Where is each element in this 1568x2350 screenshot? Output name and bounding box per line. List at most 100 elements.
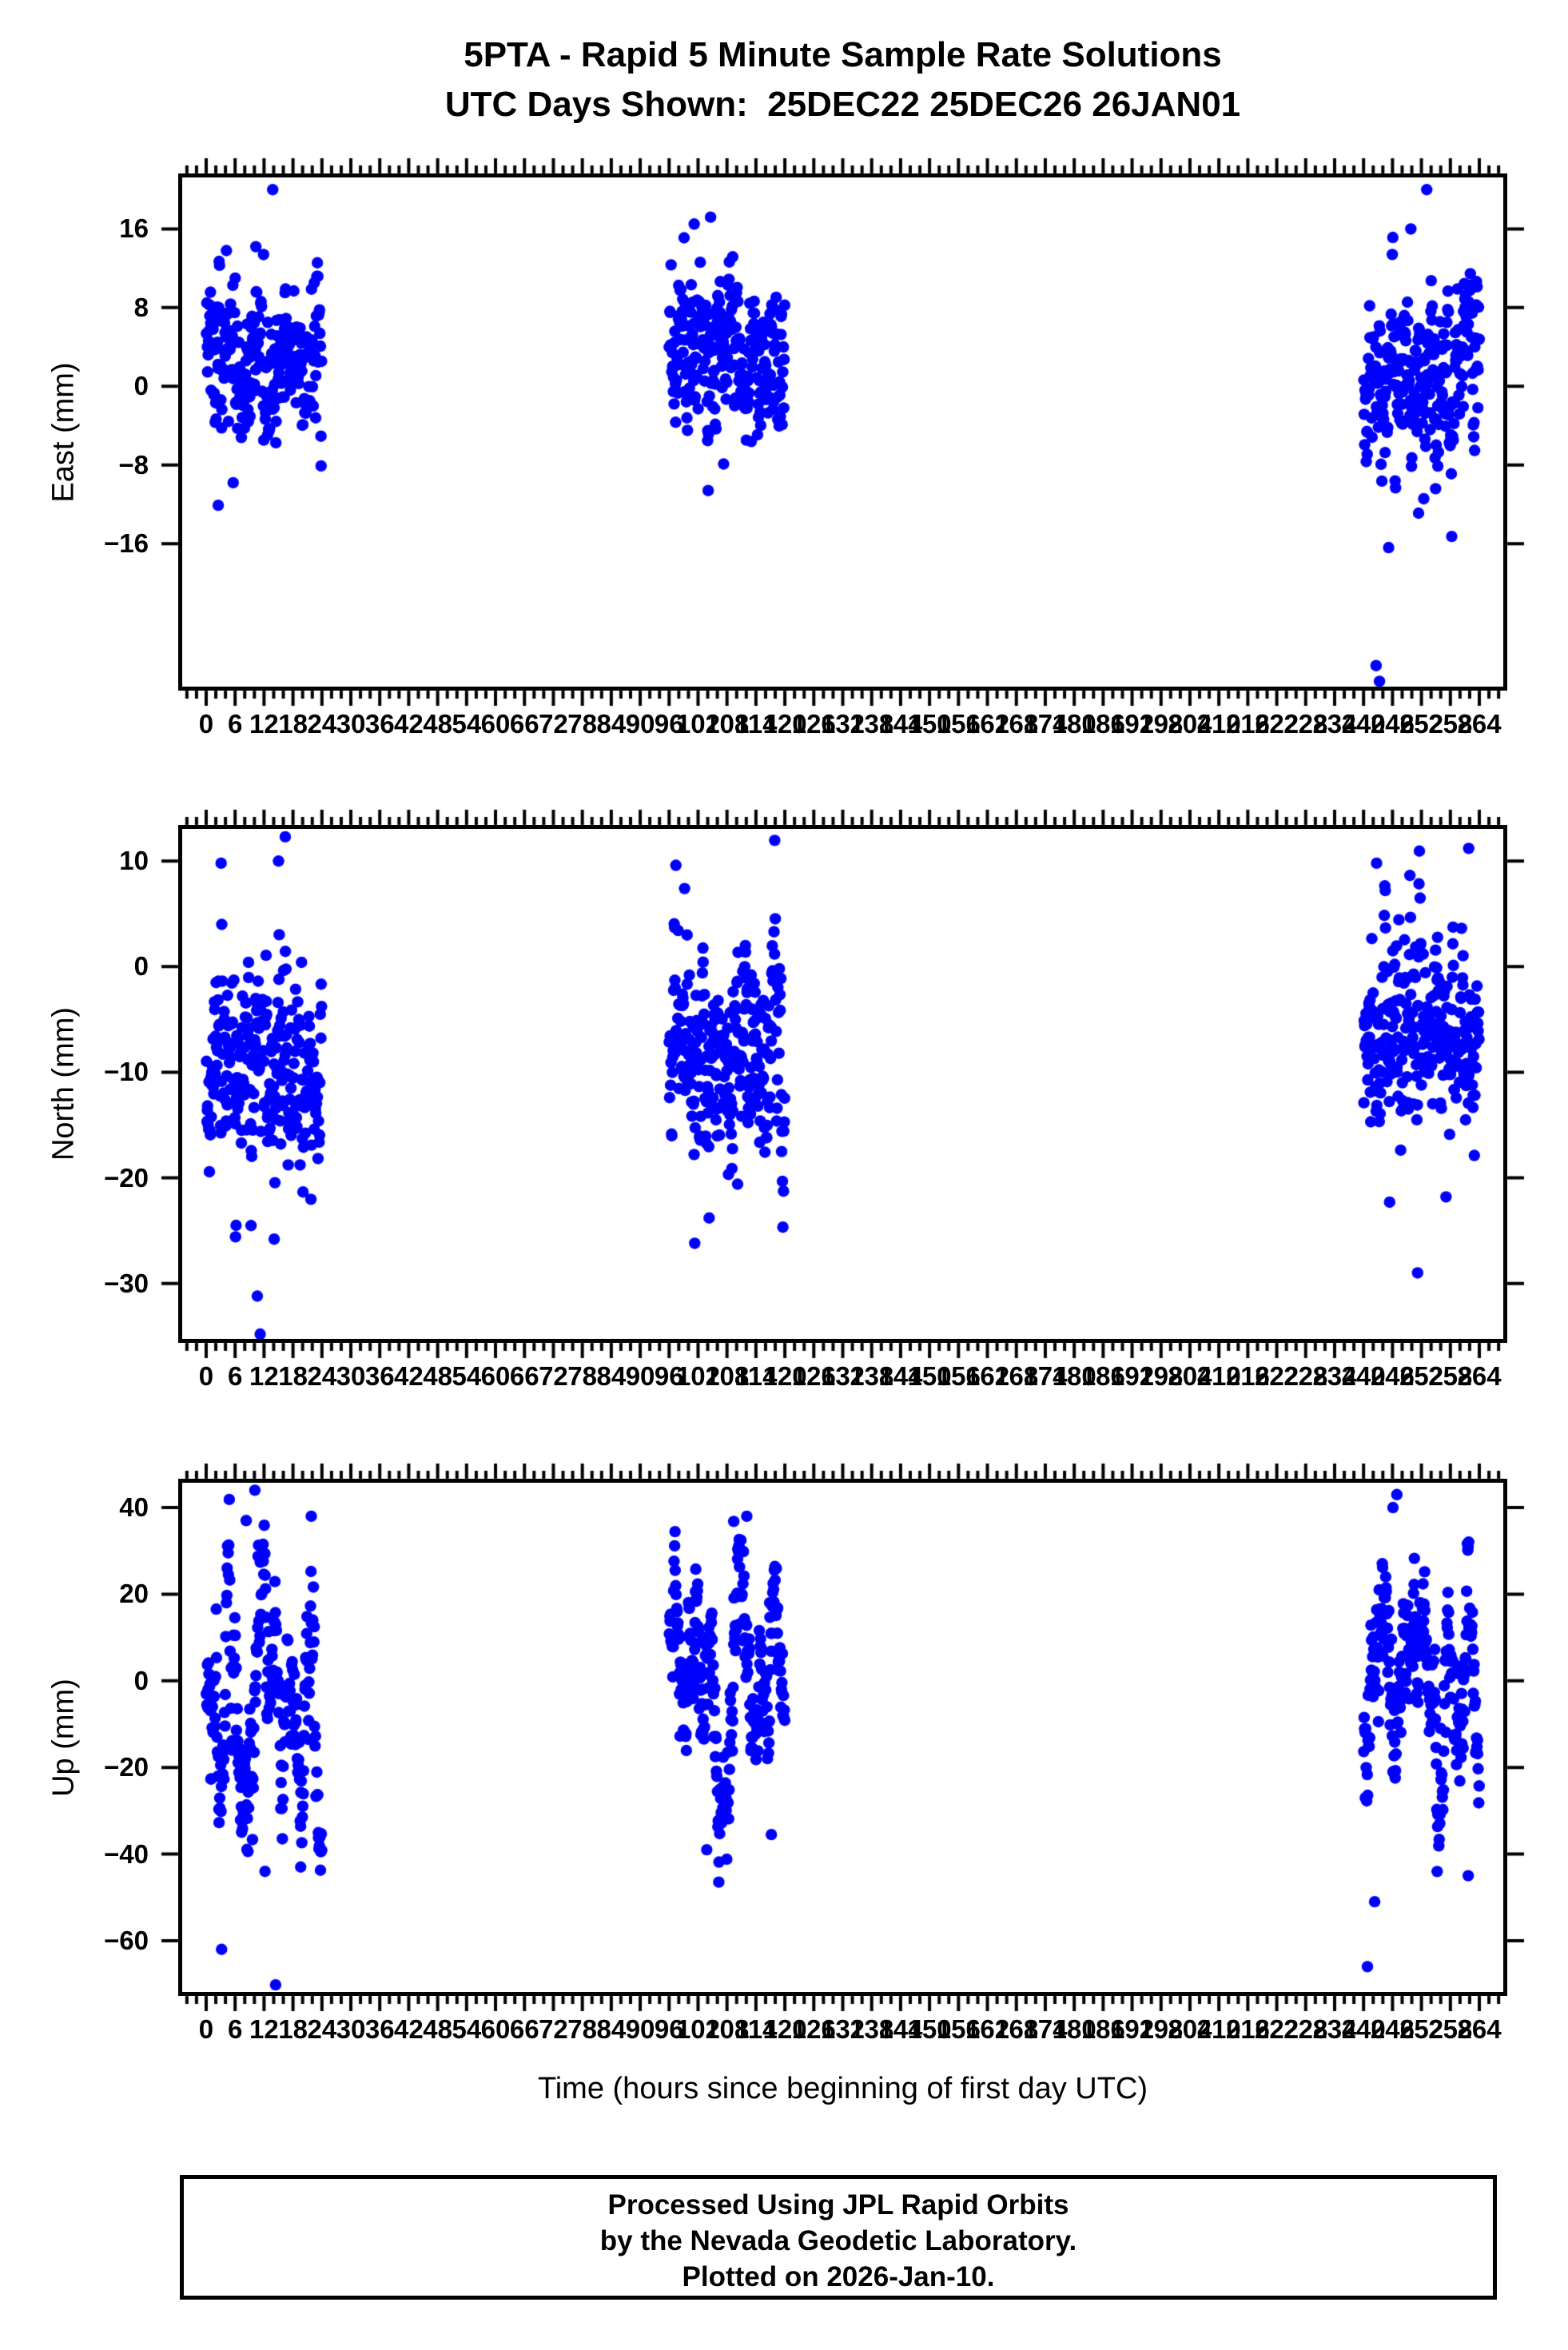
x-tick-label: 222 [1255, 1361, 1299, 1391]
x-tick-label: 180 [1052, 2014, 1096, 2044]
x-tick-label: 210 [1196, 2014, 1241, 2044]
x-tick-label: 192 [1110, 709, 1155, 739]
x-tick-label: 264 [1457, 1361, 1502, 1391]
x-tick-label: 18 [278, 1361, 308, 1391]
x-tick-label: 210 [1196, 1361, 1241, 1391]
x-tick-label: 264 [1457, 709, 1502, 739]
x-tick-label: 240 [1341, 1361, 1386, 1391]
x-tick-label: 186 [1080, 709, 1125, 739]
x-tick-label: 90 [625, 709, 655, 739]
x-tick-label: 18 [278, 709, 308, 739]
up-panel-frame [178, 1479, 1507, 1996]
x-tick-label: 252 [1399, 2014, 1444, 2044]
x-tick-label: 216 [1225, 2014, 1270, 2044]
y-tick-label: 20 [119, 1579, 149, 1609]
x-tick-label: 186 [1080, 2014, 1125, 2044]
x-tick-label: 222 [1255, 2014, 1299, 2044]
x-tick-label: 48 [423, 709, 452, 739]
x-tick-label: 222 [1255, 709, 1299, 739]
x-tick-label: 234 [1312, 2014, 1357, 2044]
x-tick-label: 84 [596, 2014, 627, 2044]
y-tick-label: 0 [133, 951, 149, 982]
x-tick-label: 156 [936, 2014, 981, 2044]
x-tick-label: 6 [227, 2014, 243, 2044]
east-panel-frame [178, 173, 1507, 691]
x-tick-label: 168 [994, 709, 1039, 739]
x-tick-label: 84 [596, 709, 627, 739]
x-tick-label: 90 [625, 2014, 655, 2044]
x-tick-label: 0 [198, 1361, 214, 1391]
y-tick-label: −40 [104, 1838, 149, 1869]
x-tick-label: 72 [539, 709, 568, 739]
x-tick-label: 228 [1283, 2014, 1328, 2044]
y-tick-label: 0 [133, 371, 149, 401]
x-tick-label: 180 [1052, 1361, 1096, 1391]
x-tick-label: 234 [1312, 1361, 1357, 1391]
x-tick-label: 24 [307, 709, 337, 739]
x-tick-label: 108 [705, 1361, 750, 1391]
x-axis-label: Time (hours since beginning of first day… [537, 2072, 1148, 2105]
x-tick-label: 246 [1370, 709, 1415, 739]
x-tick-label: 84 [596, 1361, 627, 1391]
y-tick-label: −60 [104, 1925, 149, 1955]
x-tick-label: 138 [850, 1361, 894, 1391]
x-tick-label: 120 [762, 1361, 807, 1391]
x-tick-label: 234 [1312, 709, 1357, 739]
x-tick-label: 66 [509, 1361, 539, 1391]
y-tick-label: −20 [104, 1752, 149, 1782]
y-tick-label: 16 [119, 213, 149, 244]
x-tick-label: 138 [850, 709, 894, 739]
x-tick-label: 150 [907, 1361, 952, 1391]
x-tick-label: 78 [567, 1361, 597, 1391]
x-tick-label: 102 [675, 709, 720, 739]
x-tick-label: 60 [480, 1361, 511, 1391]
x-tick-label: 24 [307, 2014, 337, 2044]
x-tick-label: 126 [791, 709, 836, 739]
x-tick-label: 42 [394, 2014, 424, 2044]
y-tick-label: −8 [118, 449, 149, 480]
x-tick-label: 12 [249, 1361, 279, 1391]
x-tick-label: 0 [198, 709, 214, 739]
x-tick-label: 36 [364, 1361, 395, 1391]
x-tick-label: 60 [480, 709, 511, 739]
x-tick-label: 48 [423, 2014, 452, 2044]
y-tick-label: −20 [104, 1162, 149, 1193]
x-tick-label: 144 [878, 1361, 923, 1391]
x-tick-label: 126 [791, 1361, 836, 1391]
x-tick-label: 48 [423, 1361, 452, 1391]
x-tick-label: 198 [1139, 1361, 1184, 1391]
y-tick-label: −30 [104, 1268, 149, 1298]
x-tick-label: 258 [1428, 1361, 1473, 1391]
x-tick-label: 54 [452, 709, 482, 739]
y-tick-label: 0 [133, 1665, 149, 1695]
x-tick-label: 198 [1139, 2014, 1184, 2044]
x-tick-label: 18 [278, 2014, 308, 2044]
x-tick-label: 198 [1139, 709, 1184, 739]
x-tick-label: 228 [1283, 709, 1328, 739]
x-tick-label: 114 [734, 709, 778, 739]
x-tick-label: 204 [1168, 1361, 1212, 1391]
x-tick-label: 90 [625, 1361, 655, 1391]
x-tick-label: 144 [878, 2014, 923, 2044]
x-tick-label: 204 [1168, 2014, 1212, 2044]
x-tick-label: 246 [1370, 2014, 1415, 2044]
x-tick-label: 24 [307, 1361, 337, 1391]
x-tick-label: 132 [820, 709, 866, 739]
x-tick-label: 30 [336, 1361, 366, 1391]
x-tick-label: 66 [509, 709, 539, 739]
x-tick-label: 192 [1110, 2014, 1155, 2044]
x-tick-label: 78 [567, 709, 597, 739]
x-tick-label: 72 [539, 1361, 568, 1391]
x-tick-label: 36 [364, 2014, 395, 2044]
x-tick-label: 132 [820, 2014, 866, 2044]
x-tick-label: 114 [734, 2014, 778, 2044]
x-tick-label: 78 [567, 2014, 597, 2044]
x-tick-label: 216 [1225, 709, 1270, 739]
x-tick-label: 252 [1399, 1361, 1444, 1391]
x-tick-label: 60 [480, 2014, 511, 2044]
north-panel-frame [178, 825, 1507, 1343]
x-tick-label: 30 [336, 709, 366, 739]
x-tick-label: 120 [762, 2014, 807, 2044]
x-tick-label: 168 [994, 2014, 1039, 2044]
